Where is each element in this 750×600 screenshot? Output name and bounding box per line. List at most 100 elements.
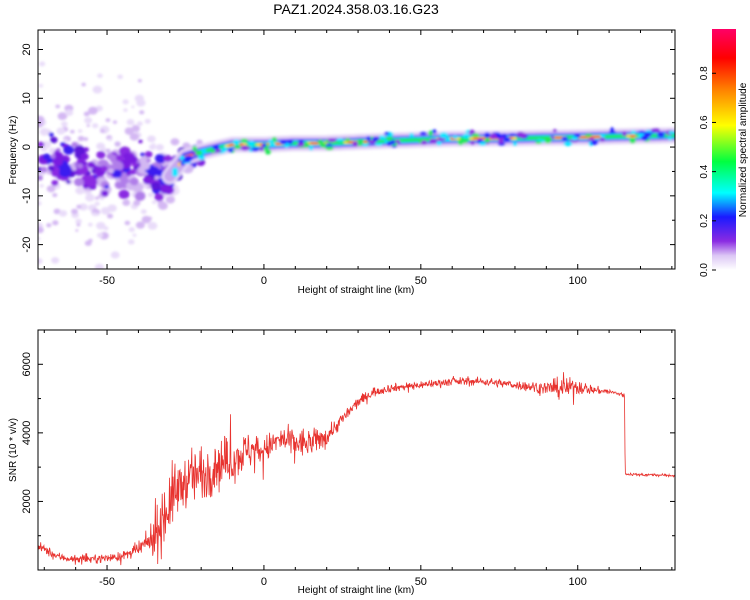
ridge-speckle <box>462 133 470 139</box>
spectral-speckle <box>51 257 60 264</box>
spectral-speckle <box>71 208 78 215</box>
spectral-blob <box>154 193 164 202</box>
spectral-speckle <box>123 108 128 112</box>
ridge-speckle <box>512 141 518 146</box>
colorbar-tick-label: 0.4 <box>699 164 710 178</box>
spectral-speckle <box>96 142 105 150</box>
y-tick-label: 6000 <box>21 352 33 376</box>
spectral-speckle <box>38 84 43 88</box>
spectral-speckle <box>107 213 114 219</box>
x-tick-label: 0 <box>261 275 267 287</box>
spectral-speckle <box>76 204 82 209</box>
ridge-speckle <box>362 143 369 147</box>
spectral-speckle <box>147 192 154 198</box>
ridge-speckle <box>279 140 287 145</box>
ridge-speckle <box>667 135 673 141</box>
ridge-speckle <box>428 130 433 137</box>
spectral-speckle <box>155 144 164 151</box>
spectral-speckle <box>129 133 140 141</box>
spectral-blob <box>134 191 146 201</box>
ridge-speckle <box>248 140 255 147</box>
spectral-speckle <box>63 138 69 143</box>
ridge-speckle <box>234 144 241 150</box>
spectral-speckle <box>128 239 135 245</box>
spectral-blob <box>129 169 136 176</box>
ridge-speckle <box>366 135 371 141</box>
spectral-speckle <box>38 195 41 200</box>
spectral-blob <box>115 154 124 162</box>
spectral-speckle <box>151 200 157 205</box>
spectral-speckle <box>147 135 156 143</box>
ridge-speckle <box>561 136 569 141</box>
spectral-speckle <box>92 208 98 213</box>
ridge-speckle <box>420 140 428 145</box>
spectral-speckle <box>140 209 147 215</box>
spectrogram-x-label: Height of straight line (km) <box>298 285 415 296</box>
ridge-speckle <box>385 136 394 141</box>
ridge-speckle <box>643 132 652 137</box>
ridge-speckle <box>372 136 379 142</box>
spectral-speckle <box>38 237 41 241</box>
x-tick-label: 50 <box>415 275 427 287</box>
spectral-speckle <box>133 200 141 206</box>
spectral-speckle <box>88 238 93 243</box>
ridge-speckle <box>240 138 249 143</box>
spectral-speckle <box>132 233 137 237</box>
spectral-blob <box>107 168 114 174</box>
spectral-blob <box>73 145 85 155</box>
spectral-speckle <box>85 193 95 202</box>
ridge-speckle <box>468 129 476 135</box>
ridge-speckle <box>222 146 227 153</box>
spectral-speckle <box>58 210 68 217</box>
spectral-speckle <box>135 221 145 229</box>
spectral-speckle <box>52 193 58 198</box>
spectrogram-panel: -50 0 50 100 -20 -10 0 10 20 Height of straight… <box>8 29 676 311</box>
spectral-blob <box>83 147 89 152</box>
spectral-speckle <box>124 220 131 226</box>
ridge-speckle <box>309 145 314 151</box>
ridge-speckle <box>503 137 511 142</box>
spectral-speckle <box>95 196 100 200</box>
ridge-speckle <box>251 147 260 152</box>
spectral-speckle <box>94 263 104 269</box>
ridge-speckle <box>409 133 414 138</box>
ridge-speckle <box>478 141 487 146</box>
ridge-speckle <box>600 136 605 142</box>
spectral-blob <box>100 165 108 172</box>
spectral-blob <box>118 189 130 199</box>
spectral-speckle <box>122 99 129 105</box>
spectral-speckle <box>96 232 104 238</box>
ridge-speckle <box>259 146 264 152</box>
spectral-blob <box>150 181 161 191</box>
ridge-speckle <box>228 148 234 153</box>
spectral-speckle <box>144 118 151 124</box>
spectral-blob <box>106 153 115 160</box>
y-tick-label: -10 <box>21 188 33 204</box>
spectral-blob <box>50 136 58 144</box>
spectral-blob <box>182 142 191 149</box>
y-tick-label: -20 <box>21 237 33 253</box>
ridge-speckle <box>461 138 469 144</box>
spectrogram-plot <box>38 61 675 311</box>
spectral-blob <box>38 141 45 148</box>
colorbar-gradient <box>712 29 736 270</box>
y-tick-label: 4000 <box>21 421 33 445</box>
spectral-speckle <box>78 203 88 211</box>
y-tick-label: 0 <box>21 144 33 150</box>
x-tick-label: 50 <box>415 576 427 588</box>
y-tick-label: 20 <box>21 43 33 55</box>
spectral-speckle <box>136 121 143 127</box>
x-tick-label: -50 <box>99 275 115 287</box>
ridge-speckle <box>519 132 527 139</box>
ridge-speckle <box>179 155 185 161</box>
spectral-blob <box>80 153 89 161</box>
spectral-speckle <box>131 125 140 132</box>
spectral-blob <box>52 156 64 167</box>
spectral-blob <box>160 184 173 195</box>
spectral-blob <box>127 155 138 164</box>
spectral-speckle <box>112 308 116 311</box>
spectral-blob <box>163 154 172 162</box>
spectral-speckle <box>64 109 74 116</box>
ridge-speckle <box>571 136 578 141</box>
spectral-speckle <box>38 257 43 265</box>
